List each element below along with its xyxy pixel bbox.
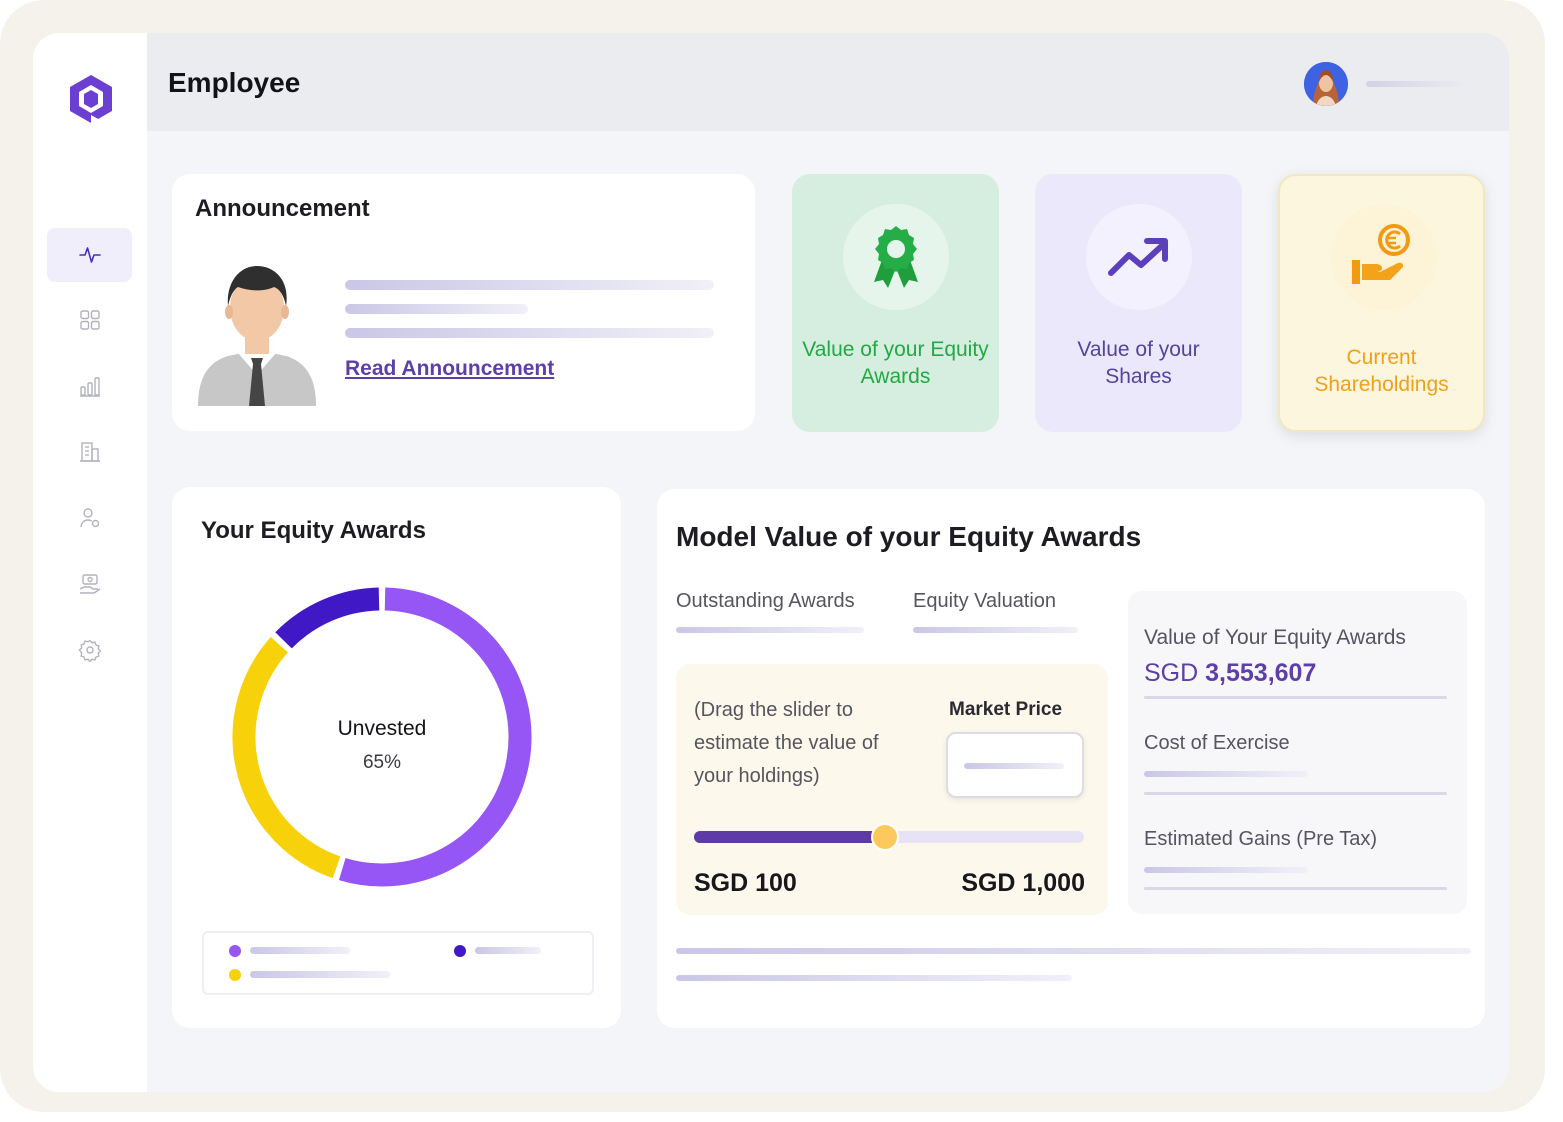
user-name-placeholder [1366, 81, 1466, 87]
shares-value-tile[interactable]: Value of your Shares [1035, 174, 1242, 432]
gear-icon [78, 639, 102, 662]
donut-center-label: Unvested [337, 717, 427, 740]
equity-awards-value-tile[interactable]: Value of your Equity Awards [792, 174, 999, 432]
announcement-text-line [345, 304, 528, 314]
model-value-title: Model Value of your Equity Awards [676, 521, 1142, 552]
input-value-placeholder [964, 763, 1064, 769]
hand-money-icon [79, 574, 100, 594]
equity-awards-donut-chart [232, 587, 532, 887]
announcement-text-line [345, 280, 714, 290]
slider-fill [694, 831, 886, 843]
slider-instruction: (Drag the slider to estimate the value o… [694, 699, 879, 787]
sidebar-item-grid[interactable] [47, 293, 132, 347]
donut-center-value: 65% [362, 752, 402, 773]
equity-value-number: 3,553,607 [1205, 659, 1317, 687]
legend-dot [229, 945, 241, 957]
grid-icon [79, 310, 100, 330]
user-avatar[interactable] [1304, 62, 1348, 106]
divider [1144, 696, 1447, 699]
building-icon [79, 442, 100, 462]
trending-up-icon [1108, 238, 1168, 276]
donut-center-text: Unvested 65% [282, 717, 482, 774]
equity-value-currency: SGD [1144, 659, 1199, 687]
donut-segment-0 [338, 587, 532, 887]
device-frame: Employee Announcement [0, 0, 1545, 1112]
slider-max-label: SGD 1,000 [961, 869, 1085, 897]
legend-label-placeholder [475, 947, 541, 954]
person-illustration [196, 260, 318, 406]
announcement-text-line [345, 328, 714, 338]
activity-icon [78, 247, 101, 263]
legend-dot [229, 969, 241, 981]
donut-segment-1 [232, 637, 341, 879]
award-ribbon-icon [874, 226, 918, 288]
top-header: Employee [147, 33, 1509, 131]
page-title: Employee [168, 67, 301, 98]
sidebar-item-reports[interactable] [47, 359, 132, 413]
tile-label: Current Shareholdings [1314, 346, 1449, 396]
tab-underline [676, 627, 864, 633]
equity-value-amount: SGD 3,553,607 [1144, 659, 1316, 688]
equity-awards-card: Your Equity Awards Unvested 65% [172, 487, 621, 1028]
value-summary-panel: Value of Your Equity Awards SGD 3,553,60… [1128, 591, 1467, 914]
market-price-slider-panel: (Drag the slider to estimate the value o… [676, 664, 1108, 915]
equity-awards-title: Your Equity Awards [201, 517, 426, 544]
sidebar-item-user-settings[interactable] [47, 491, 132, 545]
sidebar [33, 33, 147, 1092]
donut-segment-2 [275, 587, 380, 649]
tab-underline [913, 627, 1078, 633]
slider-thumb[interactable] [871, 823, 900, 851]
estimated-gains-label: Estimated Gains (Pre Tax) [1144, 828, 1378, 850]
divider [1144, 887, 1447, 890]
cost-of-exercise-label: Cost of Exercise [1144, 732, 1290, 754]
tile-label: Value of your Shares [1077, 338, 1200, 388]
estimated-gains-value-placeholder [1144, 867, 1308, 873]
user-settings-icon [79, 508, 99, 528]
sidebar-item-company[interactable] [47, 425, 132, 479]
sidebar-item-dashboard[interactable] [47, 228, 132, 282]
bar-chart-icon [79, 377, 100, 397]
divider [1144, 792, 1447, 795]
cost-of-exercise-value-placeholder [1144, 771, 1308, 777]
chart-legend [202, 931, 594, 995]
announcement-card: Announcement Read Announcement [172, 174, 755, 431]
legend-label-placeholder [250, 971, 390, 978]
legend-label-placeholder [250, 947, 350, 954]
announcement-title: Announcement [195, 195, 370, 222]
legend-dot [454, 945, 466, 957]
hand-coin-icon [1352, 224, 1410, 284]
footnote-line [676, 975, 1072, 981]
sidebar-item-payments[interactable] [47, 557, 132, 611]
market-price-input[interactable] [946, 732, 1084, 798]
equity-value-label: Value of Your Equity Awards [1144, 626, 1406, 649]
market-price-slider-track[interactable] [694, 823, 1084, 851]
current-shareholdings-tile[interactable]: Current Shareholdings [1278, 174, 1485, 432]
tab-outstanding-awards[interactable]: Outstanding Awards [676, 590, 855, 612]
app-logo[interactable] [67, 73, 115, 125]
app-screen: Employee Announcement [33, 33, 1509, 1092]
model-value-card: Model Value of your Equity Awards Outsta… [657, 489, 1485, 1028]
footnote-line [676, 948, 1471, 954]
sidebar-item-settings[interactable] [47, 623, 132, 677]
tab-equity-valuation[interactable]: Equity Valuation [913, 590, 1057, 612]
read-announcement-link[interactable]: Read Announcement [345, 357, 555, 380]
tile-label: Value of your Equity Awards [802, 338, 989, 388]
slider-min-label: SGD 100 [694, 869, 797, 897]
market-price-label: Market Price [949, 699, 1063, 720]
